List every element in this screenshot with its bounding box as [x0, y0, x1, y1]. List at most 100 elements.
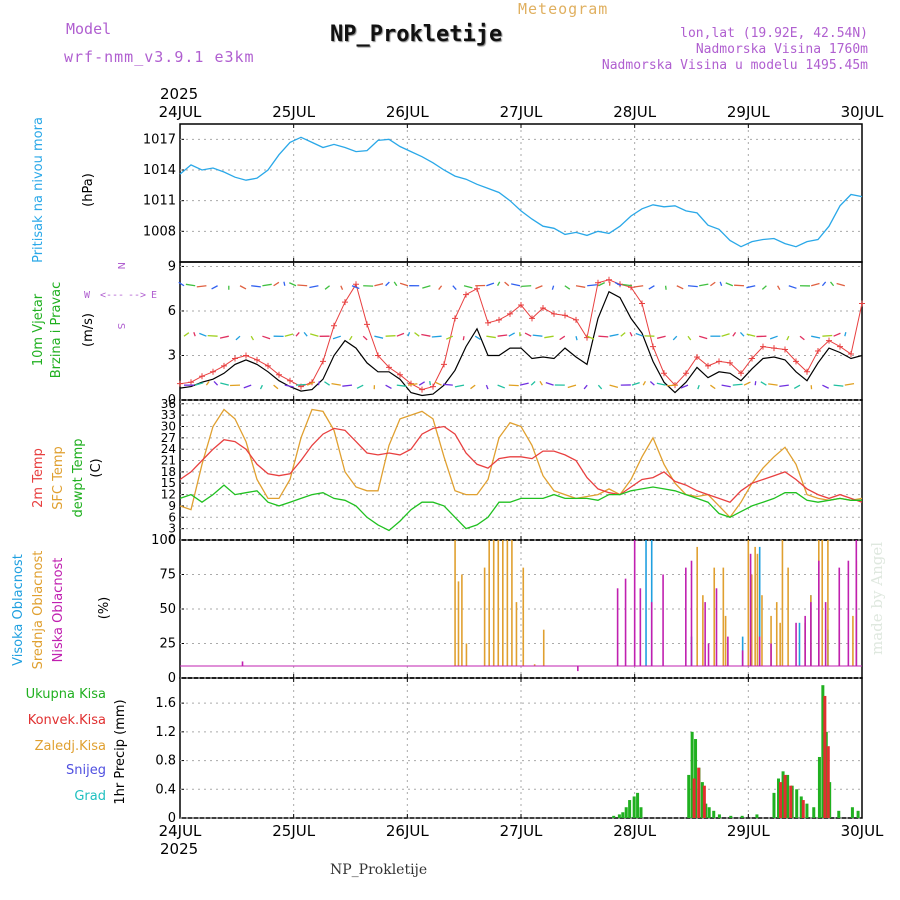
- wind-arrow: [407, 383, 418, 386]
- wind-arrow: [445, 335, 454, 340]
- wind-arrow: [262, 283, 272, 287]
- wind-gust-marker: [441, 361, 447, 368]
- wind-arrow: [761, 285, 767, 290]
- total-rain-bar: [624, 807, 628, 818]
- wind-arrow: [324, 381, 330, 386]
- wind-arrow: [687, 335, 692, 341]
- total-rain-bar: [636, 792, 640, 818]
- wind-gust-marker: [177, 380, 183, 387]
- wind-gust-marker: [331, 322, 337, 329]
- wind-gust-marker: [716, 358, 722, 365]
- wind-gust-marker: [694, 353, 700, 360]
- top-date-label: 25JUL: [272, 103, 315, 121]
- wind-arrow: [760, 381, 767, 386]
- meteogram-label: Meteogram: [518, 0, 609, 18]
- wind-arrow: [524, 332, 532, 337]
- bottom-date-label: 24JUL: [159, 822, 202, 840]
- wind-arrow: [739, 332, 745, 337]
- wind-gust-marker: [188, 379, 194, 386]
- wind-gust-marker: [705, 362, 711, 369]
- y-tick-label: 3: [168, 348, 176, 363]
- wind-arrow: [407, 332, 411, 337]
- wind-gust-marker: [859, 300, 865, 307]
- wind-arrow: [196, 285, 207, 288]
- wind-arrow: [207, 334, 218, 337]
- total-rain-bar: [777, 778, 781, 818]
- y-tick-label: 6: [168, 510, 176, 524]
- wind-arrow: [583, 384, 588, 390]
- wind-gust-marker: [397, 371, 403, 378]
- wind-gust-marker: [815, 348, 821, 355]
- wind-gust-marker: [419, 386, 425, 393]
- wind-arrow: [324, 285, 331, 290]
- y-tick-label: 27: [161, 431, 176, 445]
- total-rain-bar: [729, 815, 733, 818]
- panel-frame: [179, 123, 863, 263]
- wind-arrow: [719, 281, 723, 286]
- wind-arrow: [642, 380, 647, 386]
- sfc-temp-label: SFC Temp: [51, 446, 66, 510]
- wind-arrow: [462, 336, 465, 341]
- wind-arrow: [769, 335, 778, 340]
- wind-arrow: [474, 335, 481, 341]
- wind-arrow: [635, 332, 644, 337]
- wind-arrow: [418, 381, 425, 386]
- wind-arrow: [697, 384, 700, 390]
- pressure-title-label: Pritisak na nivou mora: [31, 117, 46, 263]
- wind-gust-marker: [661, 370, 667, 377]
- wind-gust-marker: [463, 291, 469, 298]
- precip-unit-label: 1hr Precip (mm): [113, 699, 128, 804]
- wind-arrow: [374, 283, 384, 287]
- model-elevation-label: Nadmorska Visina u modelu 1495.45m: [601, 58, 868, 73]
- total-rain-bar: [687, 774, 691, 818]
- y-tick-label: 50: [159, 602, 176, 617]
- wind-arrow: [193, 332, 196, 337]
- total-rain-bar: [821, 685, 825, 818]
- wind-arrow: [284, 384, 294, 388]
- wind-arrow: [788, 285, 797, 289]
- wind-arrow: [622, 283, 633, 287]
- wind-arrow: [672, 335, 678, 341]
- cloud-unit-label: (%): [97, 597, 112, 620]
- precip-legend-label: Snijeg: [66, 763, 106, 778]
- wind-gust-marker: [496, 316, 502, 323]
- wind-arrow: [699, 335, 708, 340]
- wind-arrow: [283, 281, 286, 286]
- wind-arrow: [830, 281, 835, 287]
- wind-arrow: [710, 281, 716, 287]
- convective-rain-bar: [697, 767, 701, 818]
- wind-arrow: [530, 381, 536, 386]
- wind-speed-line: [179, 290, 863, 397]
- wind-gust-marker: [837, 343, 843, 350]
- wind-gust-marker: [210, 368, 216, 375]
- wind-gust-marker: [408, 380, 414, 387]
- y-tick-label: 0: [168, 393, 176, 408]
- bottom-date-label: 29JUL: [727, 822, 770, 840]
- wind-arrow: [414, 332, 420, 337]
- y-tick-label: 100: [151, 533, 176, 548]
- wind-arrow: [710, 384, 716, 390]
- wind-arrow: [564, 285, 571, 290]
- sfc-temp-line: [179, 408, 863, 519]
- wind-arrow: [356, 384, 364, 389]
- wind-gust-marker: [771, 345, 777, 352]
- wind-arrow: [811, 335, 821, 339]
- wind-arrow: [199, 332, 207, 337]
- wind-arrow: [340, 285, 344, 290]
- y-tick-label: 9: [168, 499, 176, 513]
- wind-arrow: [497, 384, 506, 389]
- wind-gust-marker: [518, 302, 524, 309]
- wind-arrow: [649, 381, 655, 386]
- y-tick-label: 1011: [143, 194, 176, 209]
- wind-gust-marker: [584, 334, 590, 341]
- wind-arrow: [434, 381, 442, 386]
- wind-arrow: [844, 332, 847, 337]
- wind-arrow: [822, 384, 829, 389]
- wind-arrow: [754, 381, 757, 386]
- y-tick-label: 3: [168, 522, 176, 536]
- wind-arrow: [614, 281, 622, 287]
- wind-arrow: [811, 282, 820, 287]
- total-rain-bar: [707, 807, 711, 818]
- wind-gust-marker: [386, 364, 392, 371]
- total-rain-bar: [805, 803, 809, 818]
